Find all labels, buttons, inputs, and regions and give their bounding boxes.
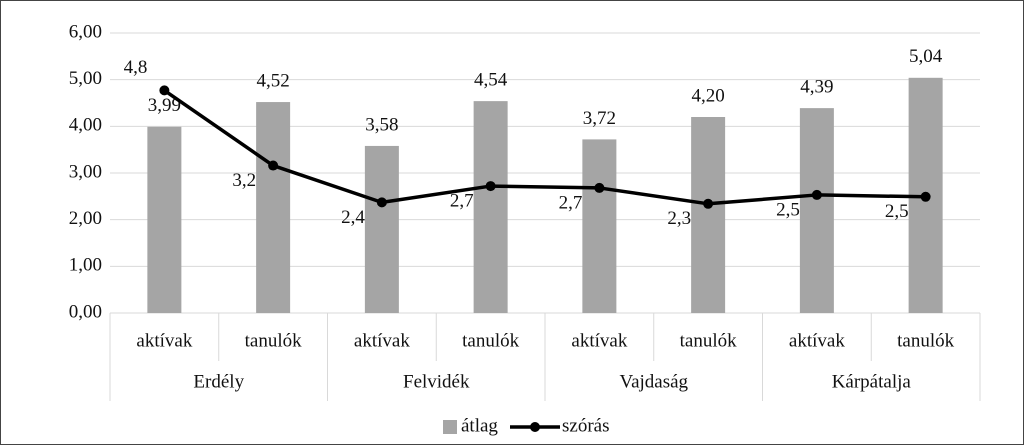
line-value-label: 3,2 [232, 170, 256, 191]
group-label: Vajdaság [619, 371, 688, 392]
y-tick-label: 1,00 [69, 255, 102, 276]
bar-value-label: 3,72 [583, 108, 616, 129]
group-label: Felvidék [403, 371, 470, 392]
x-tick-label: aktívak [571, 330, 627, 351]
y-tick-label: 4,00 [69, 115, 102, 136]
bar-value-label: 4,52 [257, 70, 290, 91]
line-marker [159, 85, 170, 96]
x-tick-label: aktívak [136, 330, 192, 351]
line-marker [485, 181, 496, 192]
bar-value-label: 4,39 [800, 76, 833, 97]
bar [147, 126, 182, 313]
line-marker [920, 191, 931, 202]
bar-value-label: 3,99 [148, 95, 181, 116]
line-value-label: 2,3 [667, 208, 691, 229]
line-value-label: 2,5 [776, 199, 800, 220]
line-value-label: 2,4 [341, 207, 365, 228]
line-marker [811, 189, 822, 200]
bar [256, 102, 291, 313]
line [163, 88, 926, 206]
legend-label: szórás [562, 415, 609, 436]
x-tick-label: aktívak [789, 330, 845, 351]
y-tick-label: 0,00 [69, 301, 102, 322]
bar [582, 139, 617, 313]
legend-label: átlag [461, 415, 498, 436]
y-tick-label: 6,00 [69, 21, 102, 42]
bar [473, 101, 508, 313]
line-marker [594, 182, 605, 193]
line-value-label: 2,7 [559, 192, 583, 213]
group-label: Kárpátalja [832, 371, 912, 392]
legend-swatch [443, 420, 457, 434]
x-tick-label: tanulók [680, 330, 737, 351]
bar-value-label: 3,58 [365, 114, 398, 135]
group-label: Erdély [193, 371, 244, 392]
x-tick-label: tanulók [897, 330, 954, 351]
bar [691, 117, 726, 313]
line-value-label: 2,5 [885, 201, 909, 222]
y-tick-label: 2,00 [69, 208, 102, 229]
y-tick-label: 5,00 [69, 68, 102, 89]
line-value-label: 4,8 [124, 57, 148, 78]
line-marker [703, 198, 714, 209]
line-marker [376, 197, 387, 208]
bar [799, 108, 834, 313]
legend-marker [530, 422, 540, 432]
x-tick-label: tanulók [245, 330, 302, 351]
bar-value-label: 4,54 [474, 69, 508, 90]
line-marker [268, 160, 279, 171]
x-tick-label: aktívak [354, 330, 410, 351]
line-value-label: 2,7 [450, 190, 474, 211]
x-tick-label: tanulók [462, 330, 519, 351]
bar-value-label: 4,20 [692, 85, 725, 106]
bar-value-label: 5,04 [909, 46, 943, 67]
bar [364, 145, 399, 313]
y-tick-label: 3,00 [69, 161, 102, 182]
